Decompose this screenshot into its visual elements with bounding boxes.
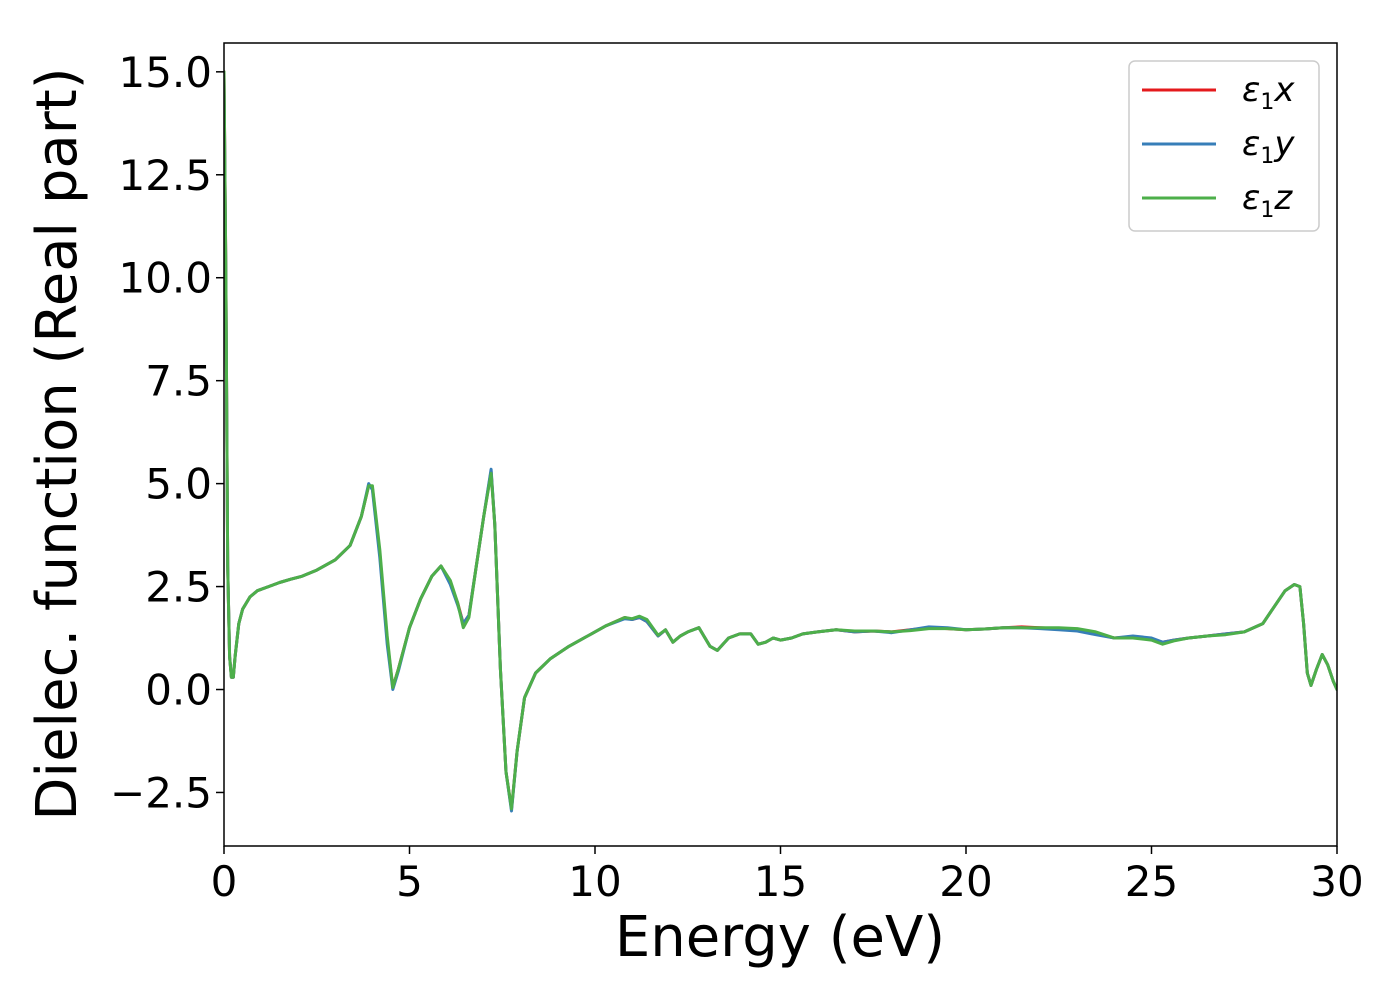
y-tick-label: 0.0 bbox=[145, 666, 212, 715]
legend-entries: ε1x ε1y ε1z bbox=[1142, 70, 1295, 223]
legend-box bbox=[1128, 60, 1320, 232]
x-tick-label: 30 bbox=[1310, 857, 1363, 906]
series-layer bbox=[224, 70, 1337, 813]
y-tick-label: 5.0 bbox=[145, 460, 212, 509]
y-tick-label: −2.5 bbox=[110, 768, 212, 817]
y-axis-ticks: −2.5 0.0 2.5 5.0 7.5 10.0 12.5 15.0 bbox=[110, 48, 224, 817]
x-tick-label: 5 bbox=[396, 857, 423, 906]
legend-label-y: ε1y bbox=[1242, 124, 1295, 169]
series-line-z bbox=[224, 70, 1337, 811]
x-tick-label: 10 bbox=[568, 857, 621, 906]
legend: ε1x ε1y ε1z bbox=[1128, 60, 1320, 232]
y-axis-title: Dielec. function (Real part) bbox=[25, 67, 90, 820]
x-tick-label: 0 bbox=[211, 857, 238, 906]
x-tick-label: 15 bbox=[754, 857, 807, 906]
legend-label-z: ε1z bbox=[1242, 178, 1293, 223]
y-tick-label: 15.0 bbox=[118, 48, 212, 97]
x-tick-label: 25 bbox=[1125, 857, 1178, 906]
y-tick-label: 7.5 bbox=[145, 357, 212, 406]
x-tick-label: 20 bbox=[939, 857, 992, 906]
y-tick-label: 2.5 bbox=[145, 563, 212, 612]
y-tick-label: 12.5 bbox=[118, 151, 212, 200]
legend-label-x: ε1x bbox=[1242, 70, 1295, 115]
y-tick-label: 10.0 bbox=[118, 254, 212, 303]
x-axis-ticks: 0 5 10 15 20 25 30 bbox=[211, 846, 1364, 906]
x-axis-title: Energy (eV) bbox=[615, 905, 945, 970]
